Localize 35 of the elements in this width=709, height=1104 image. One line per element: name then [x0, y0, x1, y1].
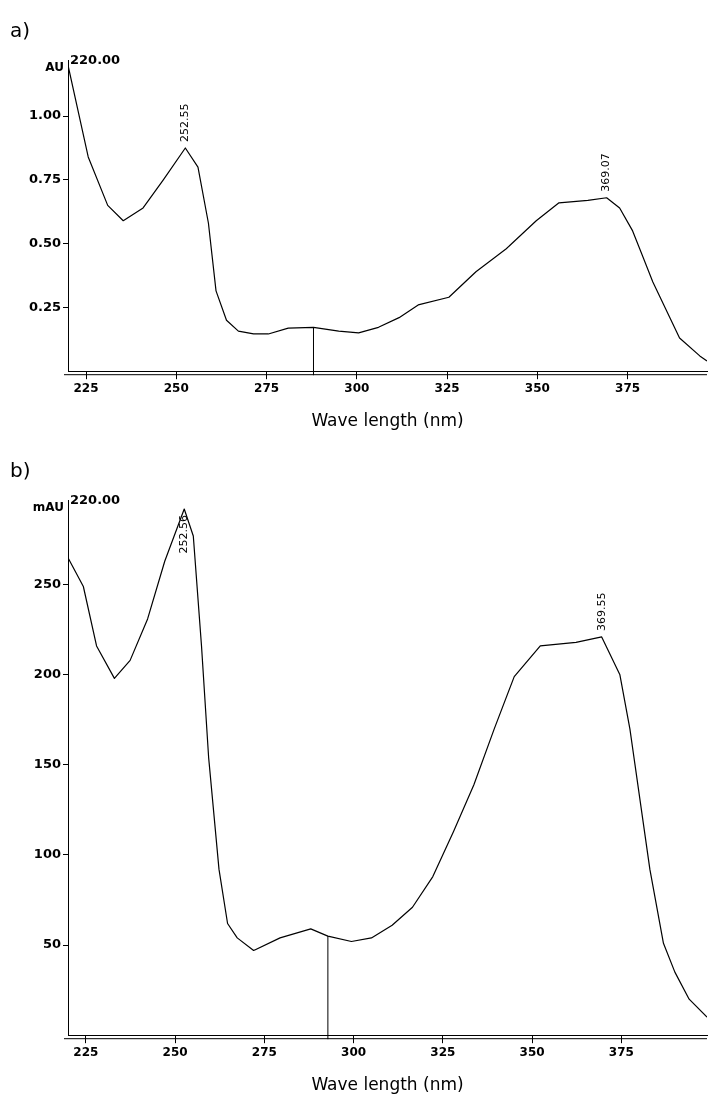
y-tick-label: 100 — [33, 846, 61, 862]
y-tick-label: 0.25 — [28, 298, 61, 314]
x-tick-label: 225 — [73, 1044, 99, 1059]
x-tick-label: 275 — [251, 1044, 277, 1059]
x-tick-label: 250 — [162, 1044, 188, 1059]
x-tick-label: 225 — [73, 380, 99, 395]
y-tick-label: 200 — [33, 666, 61, 682]
y-tick-label: 1.00 — [28, 107, 61, 123]
x-tick-label: 350 — [524, 380, 550, 395]
annotation: 220.00 — [70, 51, 121, 67]
chart-title: a) — [10, 18, 31, 43]
y-tick-label: 0.50 — [28, 235, 61, 251]
x-tick-label: 325 — [430, 1044, 456, 1059]
x-axis-title: Wave length (nm) — [311, 1074, 464, 1095]
y-tick-label: 0.75 — [28, 171, 61, 187]
x-tick-label: 375 — [608, 1044, 634, 1059]
y-axis-title: mAU — [32, 500, 64, 515]
x-tick-label: 250 — [163, 380, 189, 395]
annotation: 220.00 — [70, 491, 121, 507]
y-axis-title: AU — [45, 60, 64, 75]
x-tick-label: 350 — [519, 1044, 545, 1059]
y-tick-label: 150 — [33, 756, 61, 772]
x-tick-label: 300 — [341, 1044, 367, 1059]
chart-title: b) — [10, 458, 31, 483]
y-tick-label: 50 — [42, 936, 61, 952]
annotation: 369.55 — [594, 592, 608, 631]
y-tick-label: 250 — [33, 576, 61, 592]
annotation: 252.56 — [177, 515, 191, 554]
x-tick-label: 275 — [254, 380, 280, 395]
annotation: 369.07 — [599, 153, 613, 192]
x-tick-label: 300 — [344, 380, 370, 395]
annotation: 252.55 — [178, 103, 192, 142]
x-tick-label: 325 — [434, 380, 460, 395]
x-tick-label: 375 — [615, 380, 641, 395]
x-axis-title: Wave length (nm) — [311, 410, 464, 431]
